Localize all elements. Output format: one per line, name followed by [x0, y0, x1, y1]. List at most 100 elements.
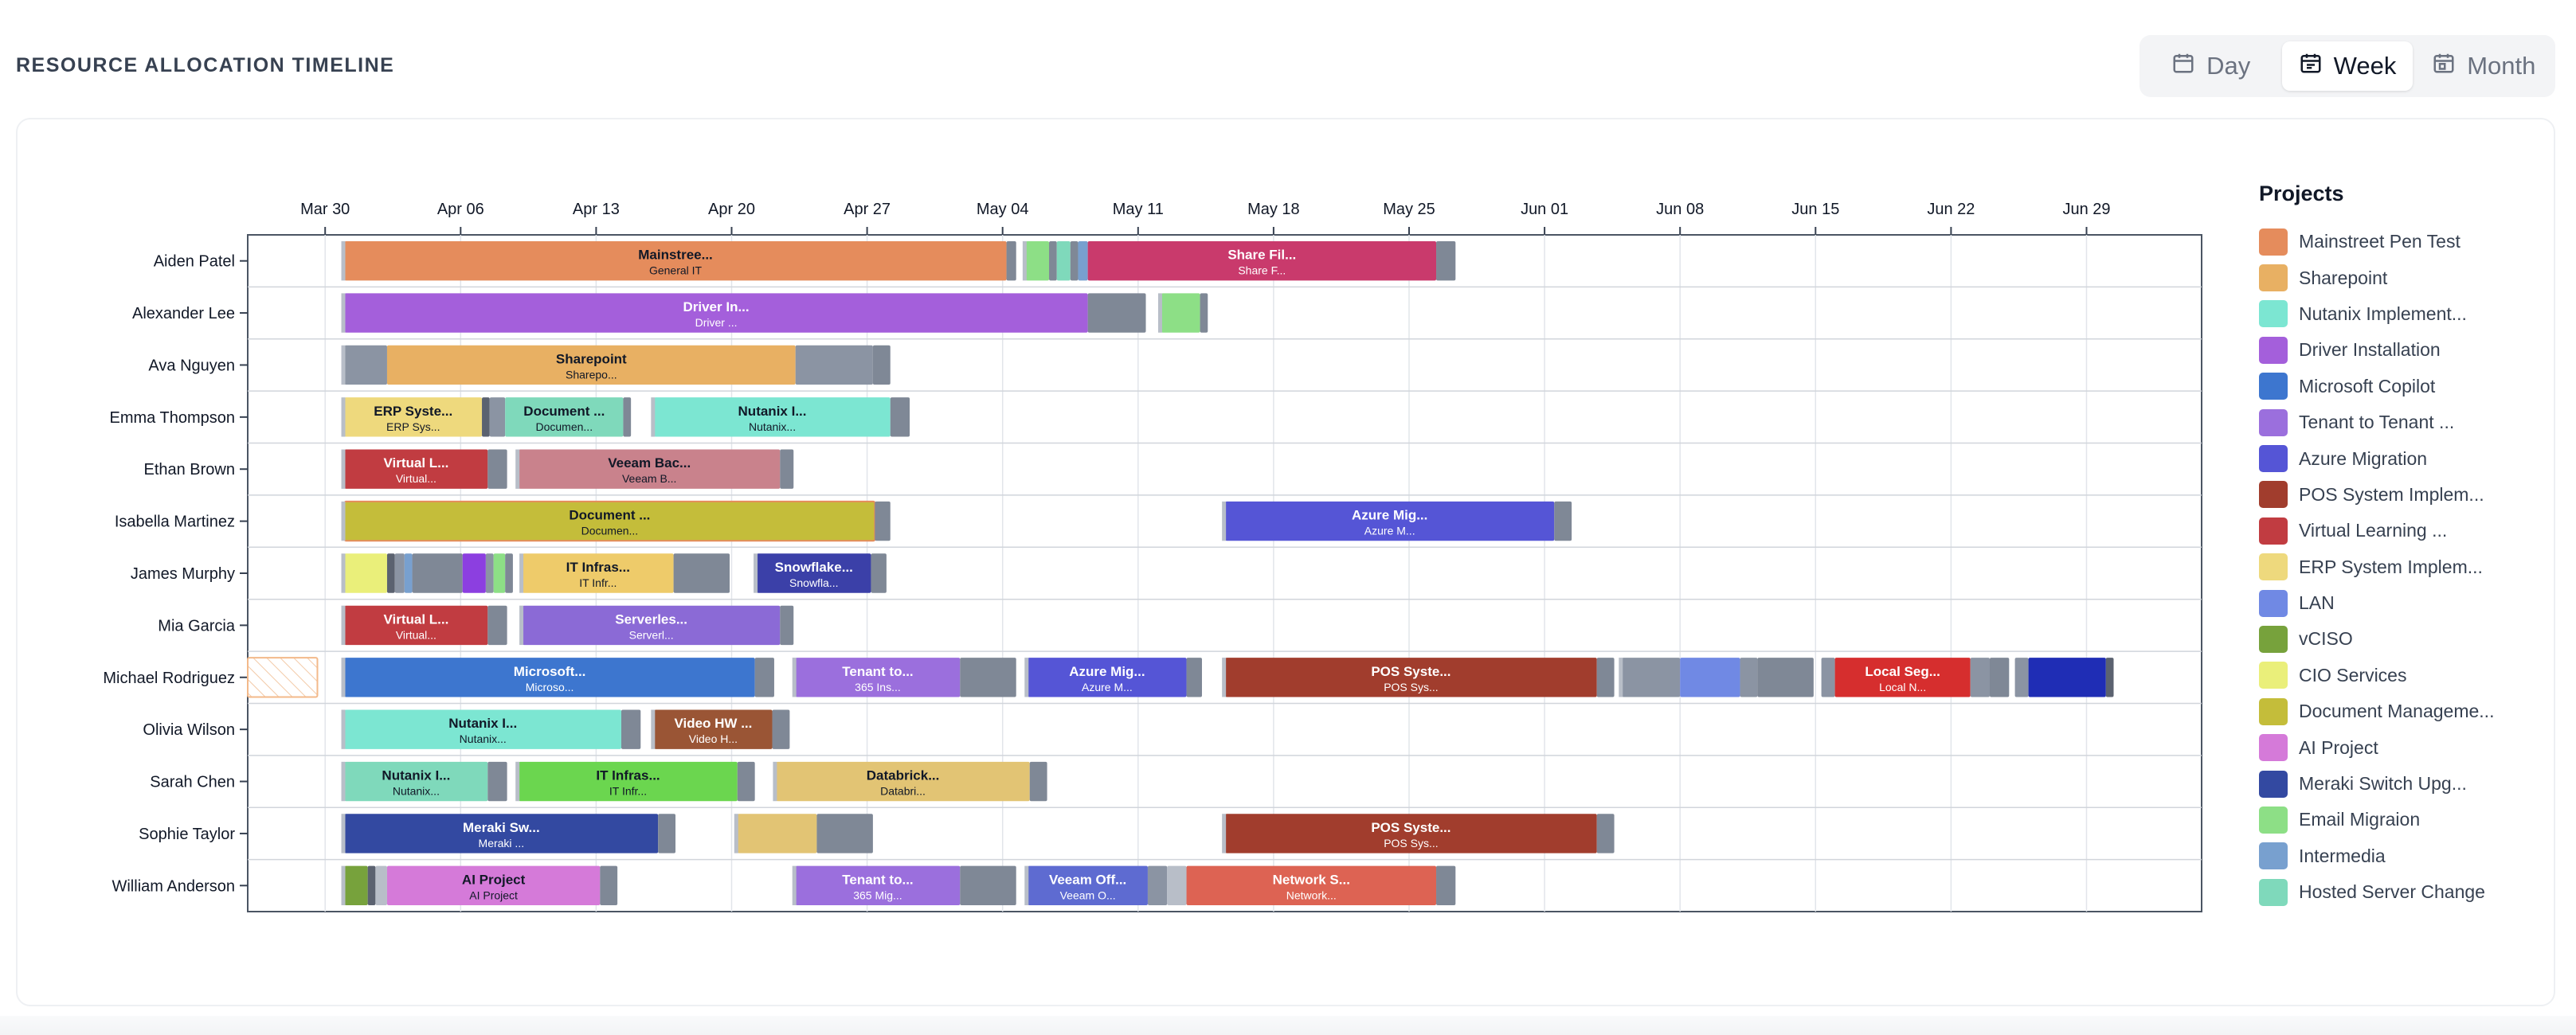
task-bar[interactable]	[1680, 658, 1740, 697]
task-bar[interactable]	[341, 345, 387, 385]
legend-item[interactable]: POS System Implem...	[2259, 477, 2562, 513]
task-bar[interactable]: Document ...Documen...	[341, 500, 876, 542]
task-bar[interactable]: Serverles...Serverl...	[519, 605, 781, 646]
legend-item[interactable]: CIO Services	[2259, 658, 2562, 693]
task-bar[interactable]: Nutanix I...Nutanix...	[341, 761, 488, 802]
legend-item[interactable]: Azure Migration	[2259, 440, 2562, 476]
task-bar[interactable]	[487, 761, 507, 802]
task-bar[interactable]	[1167, 865, 1187, 905]
task-bar[interactable]	[1821, 658, 1835, 697]
task-bar[interactable]: Meraki Sw... Meraki ...	[341, 814, 659, 853]
legend-item[interactable]: LAN	[2259, 585, 2562, 621]
task-bar[interactable]	[1619, 658, 1681, 697]
task-bar[interactable]	[780, 449, 794, 489]
legend-item[interactable]: Hosted Server Change	[2259, 874, 2562, 910]
task-bar[interactable]	[1078, 241, 1088, 281]
task-bar[interactable]	[1990, 658, 2010, 697]
legend-item[interactable]: Virtual Learning ...	[2259, 513, 2562, 549]
legend-item[interactable]: Microsoft Copilot	[2259, 369, 2562, 404]
task-bar[interactable]	[412, 553, 463, 593]
task-bar[interactable]	[1740, 658, 1758, 697]
week-view-button[interactable]: Week	[2282, 41, 2413, 91]
task-bar[interactable]: IT Infras...IT Infr...	[519, 553, 674, 593]
task-bar[interactable]	[600, 865, 618, 905]
legend-item[interactable]: Sharepoint	[2259, 260, 2562, 295]
task-bar[interactable]	[2014, 658, 2029, 697]
task-bar[interactable]	[737, 761, 755, 802]
task-bar[interactable]	[462, 553, 486, 593]
task-bar[interactable]	[754, 658, 774, 697]
task-bar[interactable]	[673, 553, 730, 593]
task-bar[interactable]	[816, 814, 873, 853]
task-bar[interactable]: POS Syste... POS Sys...	[1222, 658, 1597, 697]
task-bar[interactable]: Snowflake...Snowfla...	[754, 553, 871, 593]
task-bar[interactable]	[1022, 241, 1050, 281]
task-bar[interactable]	[404, 553, 413, 593]
task-bar[interactable]	[394, 553, 405, 593]
task-bar[interactable]: ERP Syste...ERP Sys...	[341, 397, 483, 437]
legend-item[interactable]: Intermedia	[2259, 838, 2562, 874]
task-bar[interactable]	[375, 865, 387, 905]
task-bar[interactable]: Tenant to... 365 Mig...	[792, 865, 961, 905]
task-bar[interactable]	[1757, 658, 1814, 697]
task-bar[interactable]	[875, 501, 891, 541]
task-bar[interactable]: Databrick... Databri...	[773, 761, 1030, 802]
task-bar[interactable]: Mainstree...General IT	[341, 241, 1007, 281]
task-bar[interactable]	[1970, 658, 1990, 697]
task-bar[interactable]	[960, 865, 1016, 905]
task-bar[interactable]	[485, 553, 494, 593]
task-bar[interactable]: Veeam Off... Veeam O...	[1024, 865, 1148, 905]
task-bar[interactable]: Microsoft... Microso...	[341, 658, 755, 697]
task-bar[interactable]	[621, 709, 641, 749]
task-bar[interactable]	[1596, 658, 1615, 697]
task-bar[interactable]: Nutanix I...Nutanix...	[341, 709, 621, 749]
legend-item[interactable]: AI Project	[2259, 729, 2562, 765]
task-bar[interactable]: Video HW ...Video H...	[651, 709, 773, 749]
task-bar[interactable]: Network S... Network...	[1186, 865, 1437, 905]
task-bar[interactable]: Virtual L...Virtual...	[341, 449, 488, 489]
task-bar[interactable]: Sharepoint Sharepo...	[386, 345, 796, 385]
task-bar[interactable]: Local Seg... Local N...	[1834, 658, 1971, 697]
task-bar[interactable]	[872, 345, 891, 385]
task-bar[interactable]	[1436, 241, 1456, 281]
task-bar[interactable]	[1186, 658, 1202, 697]
task-bar[interactable]	[734, 814, 817, 853]
task-bar[interactable]	[1157, 293, 1200, 333]
legend-item[interactable]: Meraki Switch Upg...	[2259, 766, 2562, 802]
task-bar[interactable]: AI Project AI Project	[386, 865, 601, 905]
legend-item[interactable]: Mainstreet Pen Test	[2259, 224, 2562, 260]
task-bar[interactable]	[1049, 241, 1057, 281]
task-bar[interactable]	[2105, 658, 2114, 697]
task-bar[interactable]	[960, 658, 1016, 697]
task-bar[interactable]	[487, 605, 507, 646]
legend-item[interactable]: Tenant to Tenant ...	[2259, 404, 2562, 440]
legend-item[interactable]: ERP System Implem...	[2259, 549, 2562, 585]
task-bar[interactable]	[482, 397, 490, 437]
task-bar[interactable]: Azure Mig... Azure M...	[1024, 658, 1187, 697]
task-bar[interactable]	[1070, 241, 1079, 281]
task-bar[interactable]: Document ...Documen...	[505, 397, 624, 437]
legend-item[interactable]: Driver Installation	[2259, 332, 2562, 368]
task-bar[interactable]	[2028, 658, 2106, 697]
task-bar[interactable]	[341, 865, 368, 905]
task-bar[interactable]: Virtual L...Virtual...	[341, 605, 488, 646]
task-bar[interactable]: Tenant to... 365 Ins...	[792, 658, 961, 697]
task-bar[interactable]	[489, 397, 506, 437]
task-bar[interactable]	[780, 605, 794, 646]
task-bar[interactable]: Azure Mig... Azure M...	[1222, 501, 1555, 541]
task-bar[interactable]	[341, 553, 387, 593]
task-bar[interactable]	[1147, 865, 1168, 905]
month-view-button[interactable]: Month	[2419, 41, 2549, 91]
task-bar[interactable]: Veeam Bac...Veeam B...	[515, 449, 781, 489]
task-bar[interactable]	[493, 553, 506, 593]
task-bar[interactable]	[772, 709, 790, 749]
legend-item[interactable]: vCISO	[2259, 621, 2562, 657]
task-bar[interactable]	[623, 397, 632, 437]
task-bar[interactable]: POS Syste... POS Sys...	[1222, 814, 1597, 853]
legend-item[interactable]: Document Manageme...	[2259, 693, 2562, 729]
task-bar[interactable]: IT Infras...IT Infr...	[515, 761, 738, 802]
task-bar[interactable]	[367, 865, 376, 905]
task-bar[interactable]	[505, 553, 513, 593]
legend-item[interactable]: Email Migraion	[2259, 802, 2562, 838]
task-bar[interactable]	[1056, 241, 1071, 281]
